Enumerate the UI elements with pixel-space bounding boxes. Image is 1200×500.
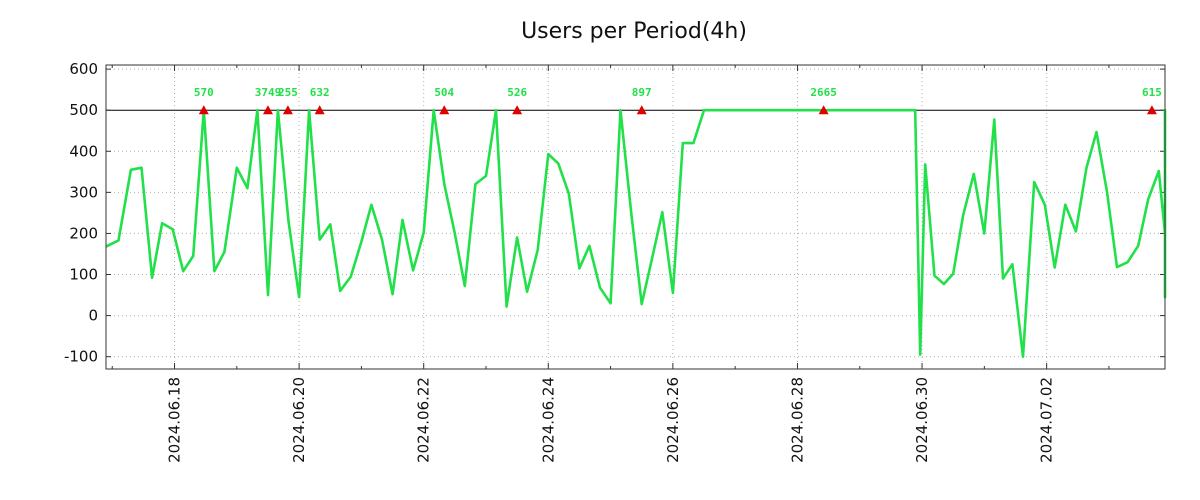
y-tick-label: 500 (69, 101, 98, 119)
peak-label: 897 (632, 86, 652, 99)
peak-label: 526 (507, 86, 527, 99)
peak-marker (1146, 105, 1157, 115)
axis-layer: 600 500 400 300 200 100 0 -100 2024.06.18 2024.06… (64, 60, 1165, 463)
series-line (105, 108, 1167, 358)
peak-marker (282, 105, 293, 115)
y-tick-label: -100 (64, 348, 98, 366)
x-tick-label: 2024.06.20 (290, 377, 308, 463)
x-tick-label: 2024.06.22 (415, 377, 433, 463)
peak-label: 255 (278, 86, 298, 99)
peak-marker (818, 105, 829, 115)
y-tick-label: 400 (69, 142, 98, 160)
chart-title: Users per Period(4h) (521, 19, 747, 44)
peak-marker (439, 105, 450, 115)
grid-layer (106, 65, 1165, 369)
y-tick-label: 0 (88, 307, 98, 325)
y-tick-label: 600 (69, 60, 98, 78)
x-tick-label: 2024.06.24 (539, 377, 557, 463)
peak-marker (198, 105, 209, 115)
peak-label: 2665 (810, 86, 837, 99)
peak-marker (636, 105, 647, 115)
y-tick-label: 300 (69, 183, 98, 201)
peak-label: 504 (434, 86, 454, 99)
x-tick-label: 2024.06.30 (913, 377, 931, 463)
series-layer (105, 108, 1167, 358)
x-tick-label: 2024.06.28 (788, 377, 806, 463)
y-tick-label: 100 (69, 266, 98, 284)
x-tick-label: 2024.07.02 (1038, 377, 1056, 463)
y-tick-label: 200 (69, 224, 98, 242)
peak-marker (512, 105, 523, 115)
plot-frame (105, 64, 1166, 370)
peak-label: 570 (194, 86, 214, 99)
peak-marker (262, 105, 273, 115)
x-tick-label: 2024.06.18 (166, 377, 184, 463)
peak-label: 632 (310, 86, 330, 99)
peak-label: 615 (1142, 86, 1162, 99)
peak-marker (314, 105, 325, 115)
peak-label: 3749 (255, 86, 282, 99)
x-tick-label: 2024.06.26 (664, 377, 682, 463)
